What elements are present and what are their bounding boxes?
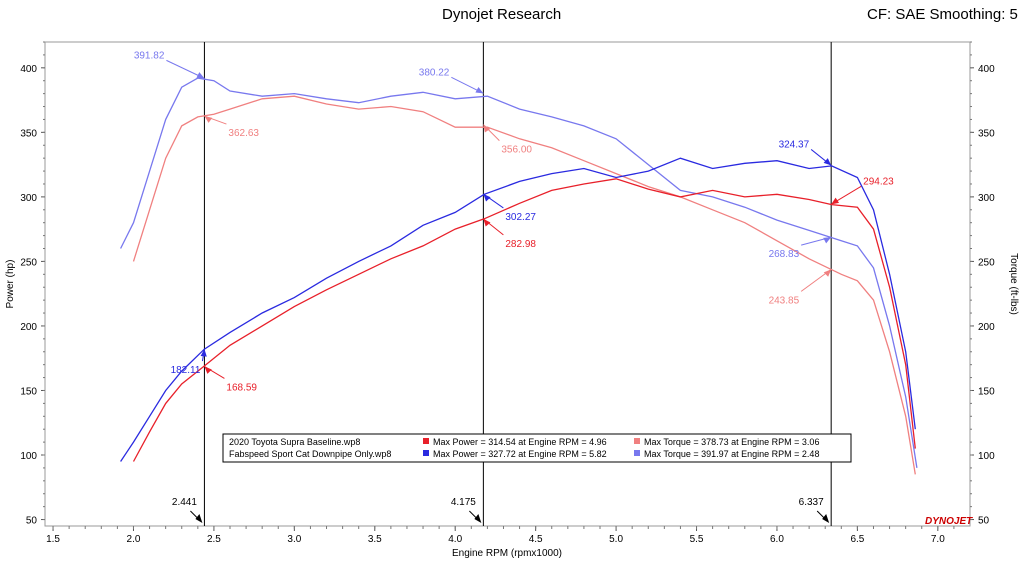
- y-tick-label-right: 400: [978, 64, 995, 75]
- annotation-value: 268.83: [769, 249, 800, 260]
- annotation-arrow: [823, 158, 832, 166]
- annotation-value: 380.22: [419, 67, 450, 78]
- annotation-value: 282.98: [505, 239, 536, 250]
- annotation-value: 324.37: [779, 139, 810, 150]
- legend-max-power: Max Power = 314.54 at Engine RPM = 4.96: [433, 437, 607, 447]
- annotation-value: 391.82: [134, 50, 165, 61]
- x-tick-label: 5.0: [609, 534, 623, 545]
- x-tick-label: 1.5: [46, 534, 60, 545]
- legend-power-swatch: [423, 450, 429, 456]
- annotation-value: 302.27: [505, 212, 536, 223]
- legend-run-name: Fabspeed Sport Cat Downpipe Only.wp8: [229, 449, 391, 459]
- x-tick-label: 3.5: [368, 534, 382, 545]
- annotation-value: 243.85: [769, 295, 800, 306]
- y-tick-label-left: 200: [20, 322, 37, 333]
- legend-torque-swatch: [634, 450, 640, 456]
- chart-settings-text: CF: SAE Smoothing: 5: [867, 6, 1018, 23]
- y-tick-label-left: 150: [20, 386, 37, 397]
- y-tick-label-left: 350: [20, 128, 37, 139]
- y-tick-label-left: 250: [20, 257, 37, 268]
- annotation-arrow: [204, 366, 212, 374]
- legend-run-name: 2020 Toyota Supra Baseline.wp8: [229, 437, 360, 447]
- rpm-cursor-arrow: [822, 514, 830, 523]
- y-axis-label-left: Power (hp): [5, 260, 16, 309]
- y-tick-label-right: 100: [978, 451, 995, 462]
- y-tick-label-right: 300: [978, 193, 995, 204]
- annotation-value: 362.63: [228, 128, 259, 139]
- rpm-cursor-label: 4.175: [451, 497, 476, 508]
- annotation-arrow: [483, 218, 491, 227]
- annotation-arrow: [200, 349, 207, 357]
- y-axis-label-right: Torque (ft-lbs): [1008, 253, 1019, 315]
- annotation-arrow: [823, 237, 832, 244]
- y-tick-label-left: 100: [20, 451, 37, 462]
- x-tick-label: 2.5: [207, 534, 221, 545]
- dynojet-logo: DYNOJET: [925, 516, 973, 527]
- x-axis-label: Engine RPM (rpmx1000): [452, 548, 562, 559]
- legend-box: [222, 433, 852, 463]
- annotation-arrow: [196, 72, 205, 79]
- x-tick-label: 5.5: [690, 534, 704, 545]
- annotation-arrow: [483, 193, 491, 202]
- x-tick-label: 3.0: [287, 534, 301, 545]
- annotation-value: 294.23: [863, 176, 894, 187]
- annotation-value: 356.00: [501, 145, 532, 156]
- rpm-cursor-arrow: [474, 514, 482, 523]
- annotation-arrow: [204, 116, 213, 123]
- rpm-cursor-label: 2.441: [172, 497, 197, 508]
- y-tick-label-left: 400: [20, 64, 37, 75]
- annotation-arrow: [831, 197, 840, 205]
- x-tick-label: 4.5: [529, 534, 543, 545]
- annotation-arrow: [483, 124, 491, 133]
- legend-max-torque: Max Torque = 378.73 at Engine RPM = 3.06: [644, 437, 819, 447]
- legend-max-power: Max Power = 327.72 at Engine RPM = 5.82: [433, 449, 607, 459]
- legend-max-torque: Max Torque = 391.97 at Engine RPM = 2.48: [644, 449, 819, 459]
- y-tick-label-left: 300: [20, 193, 37, 204]
- y-tick-label-left: 50: [26, 516, 38, 527]
- x-tick-label: 7.0: [931, 534, 945, 545]
- y-tick-label-right: 50: [978, 516, 990, 527]
- y-tick-label-right: 250: [978, 257, 995, 268]
- series-line-base-power: [132, 178, 916, 462]
- x-tick-label: 4.0: [448, 534, 462, 545]
- legend-power-swatch: [423, 438, 429, 444]
- annotation-arrow: [823, 269, 832, 277]
- x-tick-label: 2.0: [127, 534, 141, 545]
- y-tick-label-right: 150: [978, 386, 995, 397]
- rpm-cursor-label: 6.337: [799, 497, 824, 508]
- series-line-fab-torque: [120, 77, 918, 469]
- series-line-base-torque: [132, 95, 916, 475]
- chart-title: Dynojet Research: [442, 6, 562, 23]
- annotation-value: 168.59: [226, 382, 257, 393]
- x-tick-label: 6.0: [770, 534, 784, 545]
- y-tick-label-right: 200: [978, 322, 995, 333]
- legend-torque-swatch: [634, 438, 640, 444]
- annotation-arrow: [475, 87, 484, 94]
- x-tick-label: 6.5: [850, 534, 864, 545]
- annotation-value: 182.11: [171, 365, 201, 376]
- y-tick-label-right: 350: [978, 128, 995, 139]
- rpm-cursor-arrow: [195, 514, 203, 523]
